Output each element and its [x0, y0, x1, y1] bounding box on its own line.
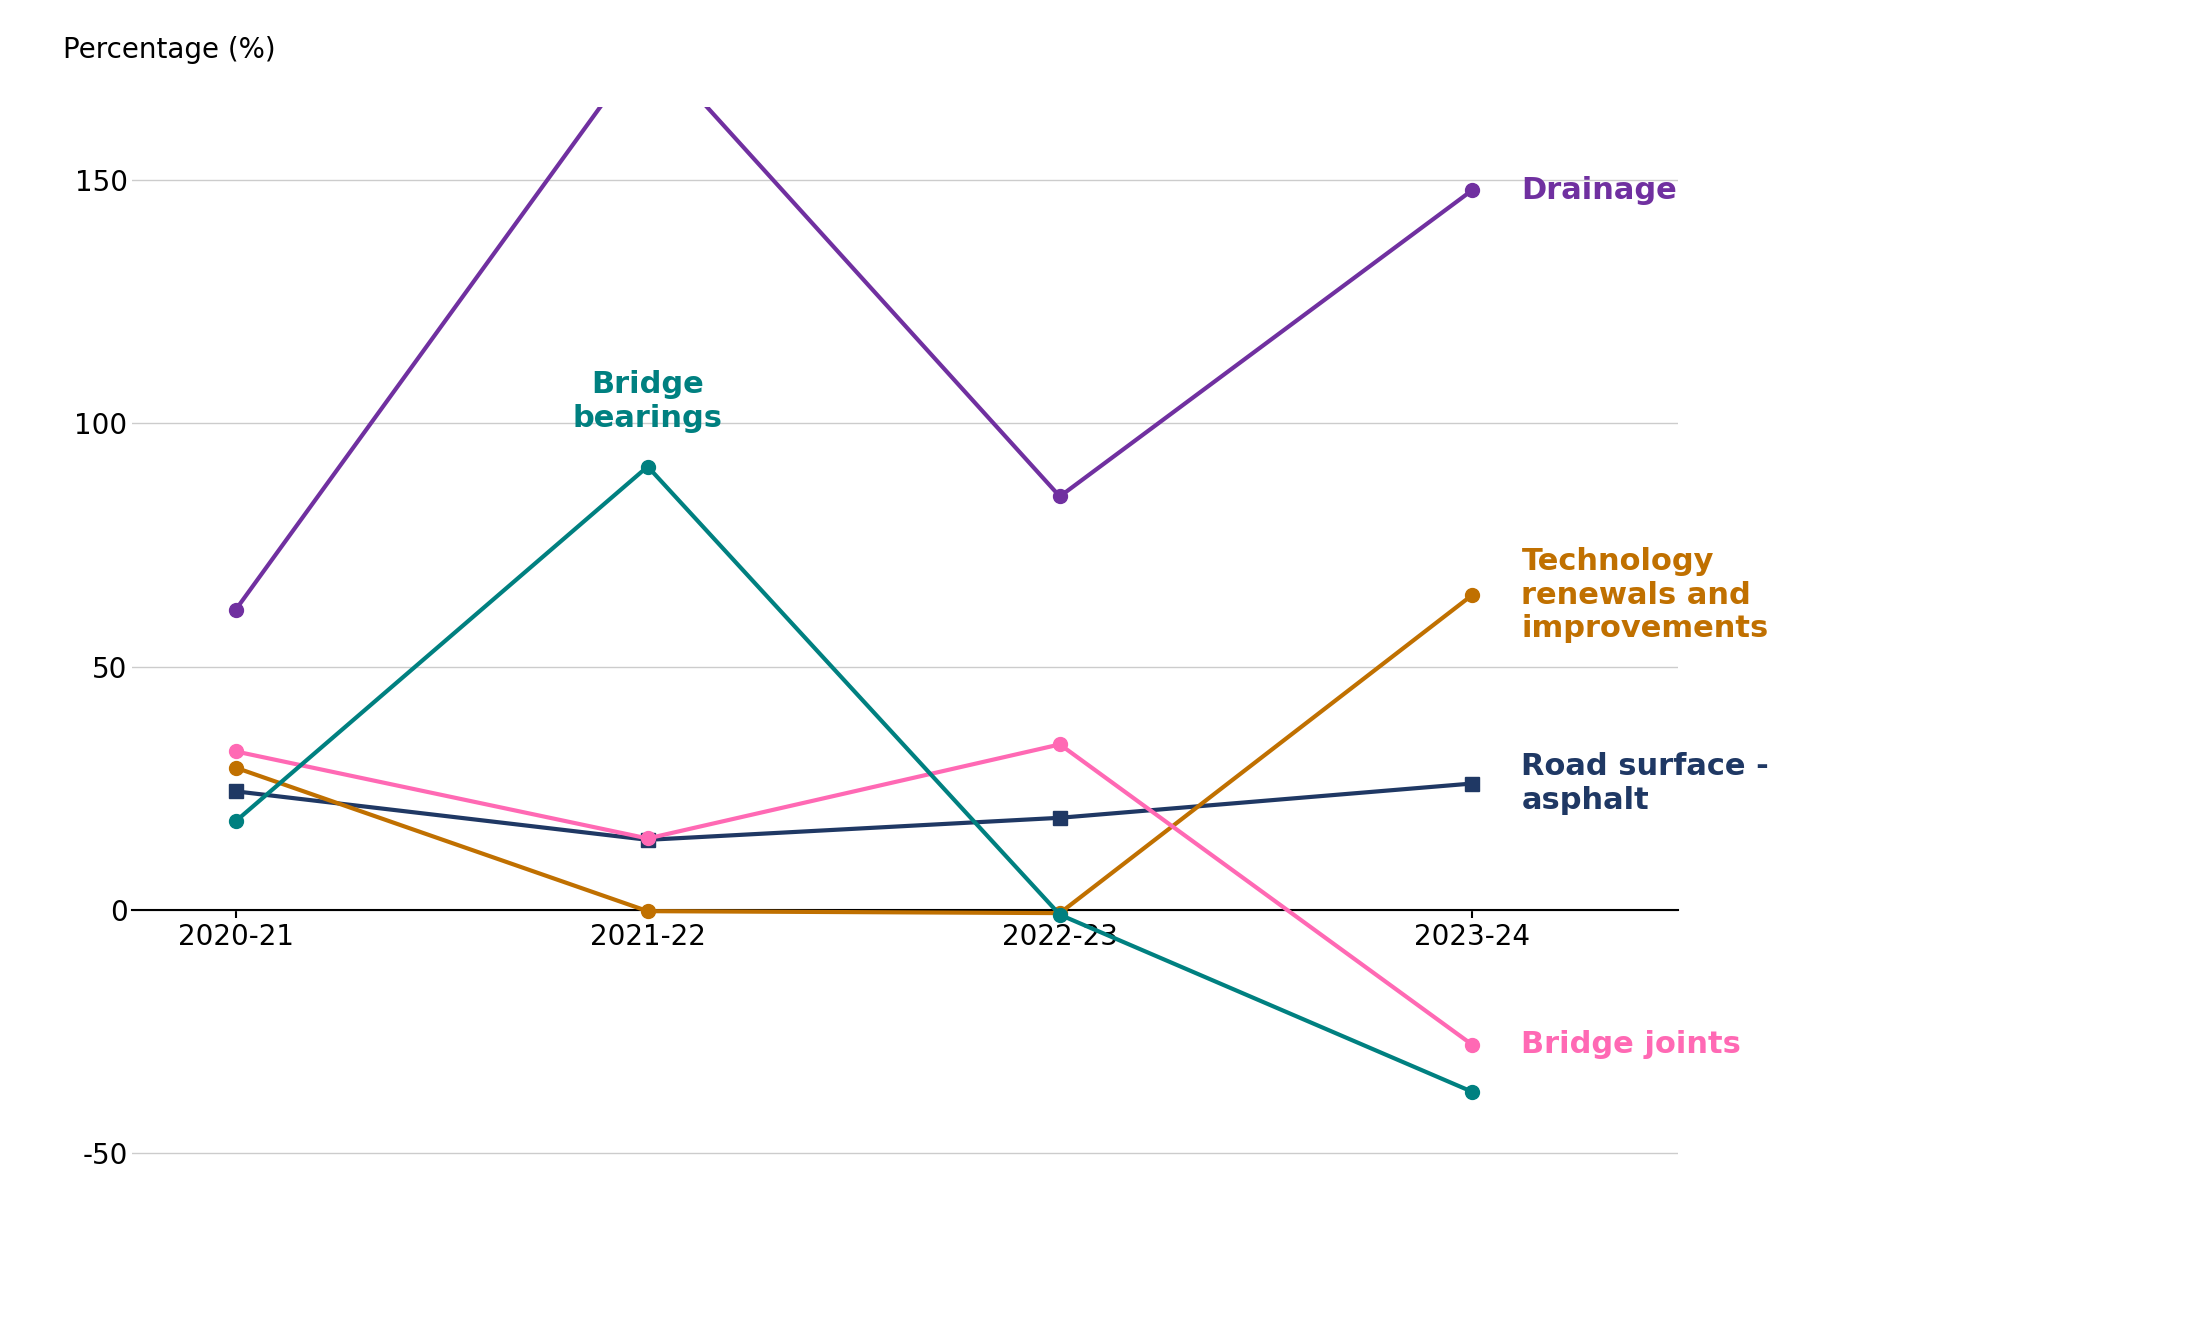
Text: Technology
renewals and
improvements: Technology renewals and improvements: [1521, 547, 1769, 644]
Text: Road surface -
asphalt: Road surface - asphalt: [1521, 752, 1769, 815]
Text: Drainage: Drainage: [1521, 175, 1678, 205]
Text: Percentage (%): Percentage (%): [62, 36, 276, 64]
Text: Bridge joints: Bridge joints: [1521, 1030, 1742, 1060]
Text: Bridge
bearings: Bridge bearings: [572, 371, 722, 434]
